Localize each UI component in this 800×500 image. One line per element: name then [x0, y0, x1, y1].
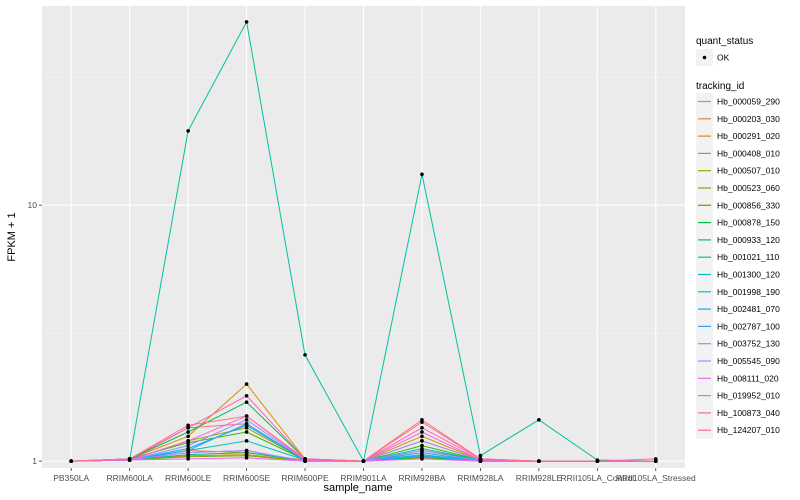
- data-point-Hb_124207_010-RRIM600LE: [186, 423, 190, 428]
- legend-label: Hb_000203_030: [717, 114, 780, 124]
- legend-label: Hb_019952_010: [717, 391, 780, 401]
- y-axis: 1 10: [28, 200, 42, 466]
- x-tick-label: RRIM600LA: [107, 473, 154, 483]
- legend-label: Hb_100873_040: [717, 408, 780, 418]
- x-tick-label: RRIM600SE: [223, 473, 271, 483]
- data-point-Hb_000291_020-RRIM928BA: [420, 434, 424, 439]
- x-tick-label: RRIM600PE: [281, 473, 329, 483]
- legend-label: Hb_008111_020: [717, 373, 779, 383]
- x-axis: PB350LA RRIM600LA RRIM600LE RRIM600SE RRIM60…: [53, 468, 696, 483]
- data-point-Hb_003752_130-RRIM928BA: [420, 439, 424, 443]
- data-point-Hb_124207_010-RRIM600PE: [303, 457, 307, 461]
- data-point-Hb_000856_330-RRIM928BA: [420, 443, 424, 448]
- data-point-Hb_001021_110-RRIM600SE: [244, 20, 249, 24]
- data-point-Hb_124207_010-RRIM901LA: [361, 459, 366, 463]
- data-point-Hb_008111_020-RRIM600SE: [244, 456, 249, 460]
- data-point-Hb_124207_010-RRIM600LA: [127, 457, 132, 461]
- data-point-Hb_002787_100-RRIM600SE: [244, 421, 249, 426]
- data-point-Hb_001021_110-RRIM928LA: [478, 453, 483, 458]
- x-tick-label: RRIM901LA: [340, 473, 387, 483]
- x-axis-title: sample_name: [323, 482, 392, 494]
- data-point-Hb_019952_010-RRIM600LE: [186, 439, 190, 443]
- legend: quant_status OK tracking_id Hb_000059_29…: [696, 36, 780, 439]
- legend-label: OK: [717, 53, 730, 63]
- legend-label: Hb_002481_070: [717, 304, 780, 314]
- legend-label: Hb_000507_010: [717, 166, 780, 176]
- legend-label: Hb_002787_100: [717, 321, 780, 331]
- data-point-Hb_005545_090-RRIM928BA: [420, 448, 424, 453]
- data-point-Hb_000291_020-RRIM600SE: [244, 382, 249, 386]
- x-tick-label: RRII105LA_Stressed: [616, 473, 696, 483]
- data-point-Hb_100873_040-RRIM600SE: [244, 393, 249, 398]
- x-tick-label: RRII105LA_Control: [560, 473, 634, 483]
- legend-label: Hb_000408_010: [717, 148, 780, 158]
- data-point-Hb_008111_020-RRIM600LE: [186, 457, 190, 461]
- data-point-Hb_124207_010-RRIM600SE: [244, 414, 249, 418]
- data-point-Hb_124207_010-RRIM928BA: [420, 418, 424, 422]
- y-tick-label: 10: [28, 200, 38, 210]
- data-point-Hb_003752_130-RRIM600SE: [244, 418, 249, 422]
- data-point-Hb_002787_100-RRIM928BA: [420, 453, 424, 458]
- data-point-Hb_100873_040-RRIM928BA: [420, 425, 424, 430]
- data-point-Hb_124207_010-RRII105LA_Stressed: [653, 459, 658, 463]
- data-point-Hb_000291_020-RRIM600LE: [186, 434, 190, 439]
- data-point-Hb_000878_150-RRIM600SE: [244, 400, 249, 404]
- data-point-Hb_005545_090-RRIM600SE: [244, 448, 249, 453]
- data-point-Hb_001021_110-RRIM600PE: [303, 353, 307, 357]
- x-tick-label: PB350LA: [53, 473, 89, 483]
- legend-label: Hb_001300_120: [717, 270, 780, 280]
- x-tick-label: RRIM928LE: [516, 473, 563, 483]
- x-tick-label: RRIM600LE: [165, 473, 212, 483]
- data-point-Hb_124207_010-RRIM928LA: [478, 457, 483, 461]
- legend-label: Hb_124207_010: [717, 425, 780, 435]
- data-point-Hb_124207_010-RRII105LA_Control: [595, 459, 600, 463]
- point-legend-title: quant_status: [696, 36, 753, 47]
- legend-label: Hb_000856_330: [717, 200, 780, 210]
- data-points: [69, 20, 658, 463]
- legend-label: Hb_000291_020: [717, 131, 780, 141]
- legend-label: Hb_001021_110: [717, 252, 780, 262]
- legend-label: Hb_005545_090: [717, 356, 780, 366]
- point-legend: OK: [696, 49, 730, 66]
- x-tick-label: RRIM928LA: [457, 473, 504, 483]
- y-tick-label: 1: [32, 456, 37, 466]
- data-point-Hb_124207_010-RRIM928LE: [537, 459, 541, 463]
- x-tick-label: RRIM928BA: [398, 473, 446, 483]
- data-point-Hb_124207_010-PB350LA: [69, 459, 74, 463]
- data-point-Hb_001300_120-RRIM600SE: [244, 439, 249, 443]
- legend-label: Hb_000933_120: [717, 235, 780, 245]
- data-point-Hb_001021_110-RRIM928LE: [537, 418, 541, 422]
- y-axis-title: FPKM + 1: [6, 212, 18, 261]
- series-legend-title: tracking_id: [696, 81, 744, 92]
- data-point-Hb_000878_150-RRIM600LE: [186, 430, 190, 434]
- legend-point-symbol: [702, 55, 707, 60]
- legend-label: Hb_000059_290: [717, 97, 780, 107]
- data-point-Hb_000856_330-RRIM600SE: [244, 430, 249, 434]
- legend-label: Hb_000878_150: [717, 218, 780, 228]
- legend-label: Hb_000523_060: [717, 183, 780, 193]
- data-point-Hb_001021_110-RRIM600LE: [186, 129, 190, 133]
- legend-label: Hb_003752_130: [717, 339, 780, 349]
- data-point-Hb_001021_110-RRIM928BA: [420, 172, 424, 177]
- series-legend: Hb_000059_290 Hb_000203_030 Hb_000291_020 H…: [696, 93, 780, 439]
- data-point-Hb_019952_010-RRIM928BA: [420, 430, 424, 434]
- data-point-Hb_003752_130-RRIM600LE: [186, 443, 190, 448]
- data-point-Hb_005545_090-RRIM600LE: [186, 450, 190, 455]
- legend-label: Hb_001998_190: [717, 287, 780, 297]
- data-point-Hb_008111_020-RRIM928BA: [420, 457, 424, 461]
